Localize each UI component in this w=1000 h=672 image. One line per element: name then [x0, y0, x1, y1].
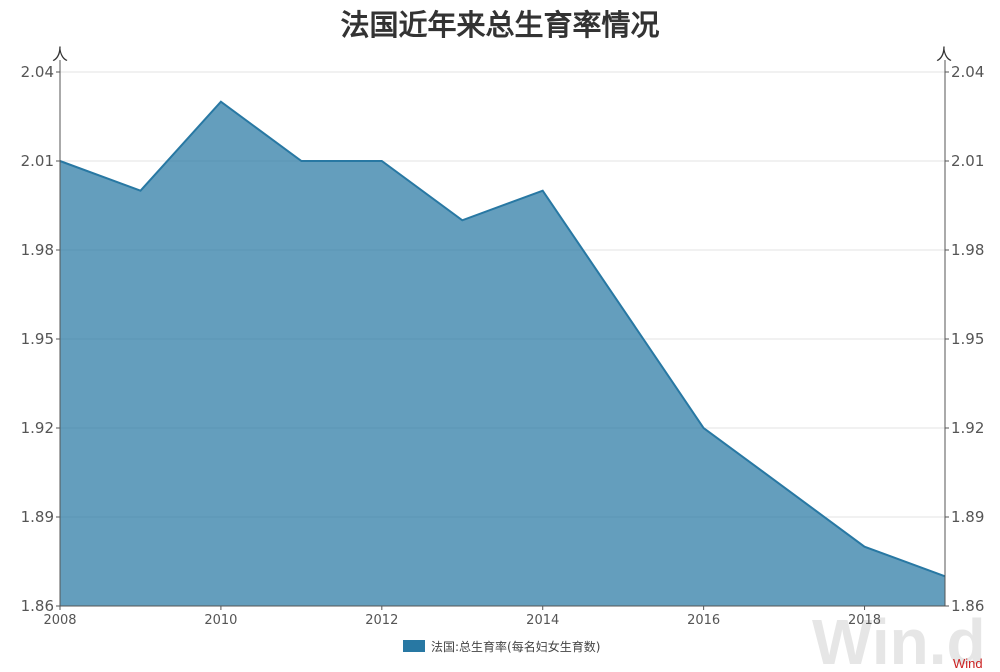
- x-tick-label: 2008: [43, 613, 76, 628]
- y-tick-label-right: 1.95: [951, 330, 984, 348]
- y-tick-label-left: 2.01: [21, 152, 54, 170]
- y-tick-label-right: 1.89: [951, 508, 984, 526]
- y-axis-left-unit: 人: [52, 45, 68, 64]
- x-tick-label: 2012: [365, 613, 398, 628]
- area-fill: [60, 101, 945, 606]
- y-tick-label-right: 1.92: [951, 419, 984, 437]
- watermark: Win.d: [812, 606, 986, 672]
- y-tick-label-right: 2.01: [951, 152, 984, 170]
- series-line: [59, 100, 946, 578]
- y-tick-label-left: 2.04: [21, 63, 54, 81]
- x-tick-label: 2016: [687, 613, 720, 628]
- x-tick-label: 2014: [526, 613, 559, 628]
- y-tick-label-right: 1.86: [951, 597, 984, 615]
- area-series: [59, 100, 946, 606]
- y-tick-label-right: 1.98: [951, 241, 984, 259]
- legend-label: 法国:总生育率(每名妇女生育数): [431, 639, 600, 654]
- axes: [59, 60, 946, 607]
- chart-title: 法国近年来总生育率情况: [340, 8, 660, 42]
- x-tick-label: 2010: [204, 613, 237, 628]
- source-label: Wind: [953, 656, 983, 671]
- y-tick-label-left: 1.86: [21, 597, 54, 615]
- y-tick-label-left: 1.95: [21, 330, 54, 348]
- legend: 法国:总生育率(每名妇女生育数): [403, 639, 600, 654]
- y-tick-label-left: 1.92: [21, 419, 54, 437]
- y-tick-label-left: 1.89: [21, 508, 54, 526]
- y-axis-right-unit: 人: [936, 45, 952, 64]
- x-tick-label: 2018: [848, 613, 881, 628]
- y-tick-label-right: 2.04: [951, 63, 984, 81]
- x-axis-ticks: 2008 2010 2012 2014 2016 2018: [43, 606, 881, 628]
- watermark-text: Win.d: [812, 606, 986, 672]
- y-axis-right-ticks: 2.04 2.01 1.98 1.95 1.92 1.89 1.86: [945, 63, 984, 615]
- y-tick-label-left: 1.98: [21, 241, 54, 259]
- y-axis-left-ticks: 2.04 2.01 1.98 1.95 1.92 1.89 1.86: [21, 63, 60, 615]
- legend-swatch: [403, 640, 425, 652]
